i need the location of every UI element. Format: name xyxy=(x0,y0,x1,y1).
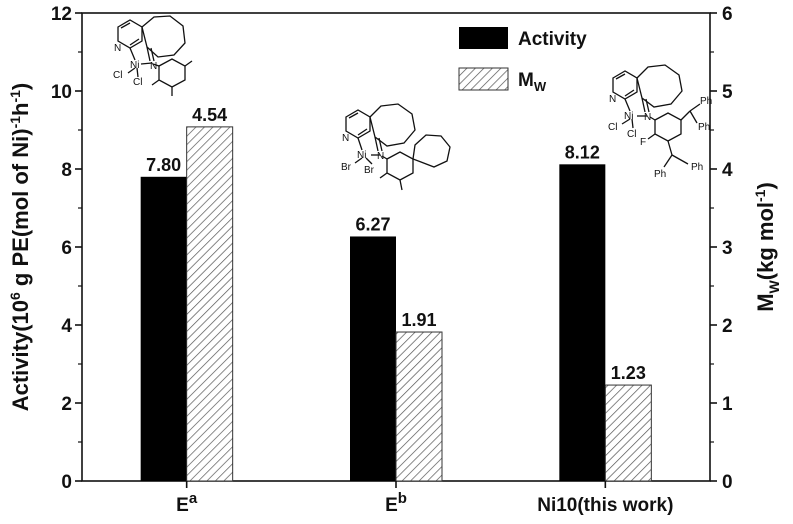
y2-tick-label: 0 xyxy=(722,472,733,493)
structure-e-a-cl2: Cl xyxy=(133,77,142,88)
bars-group: 7.80 4.54 6.27 1.91 8.12 1.23 xyxy=(140,105,652,482)
structure-ni10-cl1: Cl xyxy=(608,122,617,133)
y2-axis-title: MW(kg mol-1) xyxy=(752,182,782,312)
bar-mw xyxy=(395,331,443,482)
bar-activity xyxy=(559,164,606,481)
y-tick-label: 12 xyxy=(51,4,72,25)
y2-tick-label: 6 xyxy=(722,4,733,25)
bar-mw xyxy=(186,126,234,482)
y-tick-label: 6 xyxy=(61,238,72,259)
structure-ni10-ni: Ni xyxy=(624,111,633,122)
legend-label-mw: MW xyxy=(518,70,547,94)
bar-activity-label: 8.12 xyxy=(565,142,600,162)
bar-activity-label: 6.27 xyxy=(355,214,390,234)
structure-e-a-cl1: Cl xyxy=(113,70,122,81)
left-axis: 0 2 4 6 8 10 12 xyxy=(51,4,82,493)
bar-activity-label: 7.80 xyxy=(146,155,181,175)
structure-e-a-n2: N xyxy=(150,61,157,72)
y2-tick-label: 3 xyxy=(722,238,733,259)
y2-tick-label: 1 xyxy=(722,394,733,415)
bar-activity xyxy=(140,176,187,482)
right-axis: 0 1 2 3 4 5 6 xyxy=(710,4,733,493)
structure-e-b-br2: Br xyxy=(364,165,375,176)
x-tick-label: Ea xyxy=(176,490,198,516)
structure-ni10-n1: N xyxy=(609,94,616,105)
structure-ni10 xyxy=(612,64,701,168)
structure-e-b-n1: N xyxy=(342,133,349,144)
structure-ni10-n2: N xyxy=(644,112,651,123)
structure-ni10-ph1: Ph xyxy=(700,96,712,107)
y-tick-label: 8 xyxy=(61,160,72,181)
structure-ni10-ph4: Ph xyxy=(691,162,703,173)
structure-ni10-ph3: Ph xyxy=(654,169,666,180)
structure-ni10-cl2: Cl xyxy=(627,129,636,140)
legend: Activity MW xyxy=(458,27,587,94)
y-tick-label: 0 xyxy=(61,472,72,493)
structure-ni10-f: F xyxy=(640,137,646,148)
structure-e-b-n2: N xyxy=(377,151,384,162)
bar-mw xyxy=(604,384,652,482)
bar-activity xyxy=(350,236,396,481)
structure-e-b-br1: Br xyxy=(341,162,352,173)
structure-e-a-n1: N xyxy=(114,43,121,54)
legend-label-activity: Activity xyxy=(518,29,587,50)
bar-mw-label: 1.23 xyxy=(611,363,646,383)
x-tick-label: Ni10(this work) xyxy=(537,495,673,516)
structure-e-a-ni: Ni xyxy=(130,60,139,71)
y-axis-title: Activity(106 g PE(mol of Ni)-1h-1) xyxy=(7,83,33,412)
bar-mw-label: 4.54 xyxy=(192,105,227,125)
y-tick-label: 4 xyxy=(61,316,72,337)
legend-swatch-mw xyxy=(458,67,509,91)
structure-ni10-ph2: Ph xyxy=(698,122,710,133)
y2-tick-label: 5 xyxy=(722,82,733,103)
structure-e-a xyxy=(117,15,193,96)
x-tick-label: Eb xyxy=(385,490,407,516)
y2-tick-label: 4 xyxy=(722,160,733,181)
structure-e-b-ni: Ni xyxy=(357,150,366,161)
legend-swatch-activity xyxy=(459,27,508,49)
structure-e-b xyxy=(345,103,451,191)
y2-tick-label: 2 xyxy=(722,316,733,337)
bar-mw-label: 1.91 xyxy=(401,310,436,330)
y-tick-label: 10 xyxy=(51,82,72,103)
x-axis: Ea Eb Ni10(this work) xyxy=(176,481,673,516)
y-tick-label: 2 xyxy=(61,394,72,415)
